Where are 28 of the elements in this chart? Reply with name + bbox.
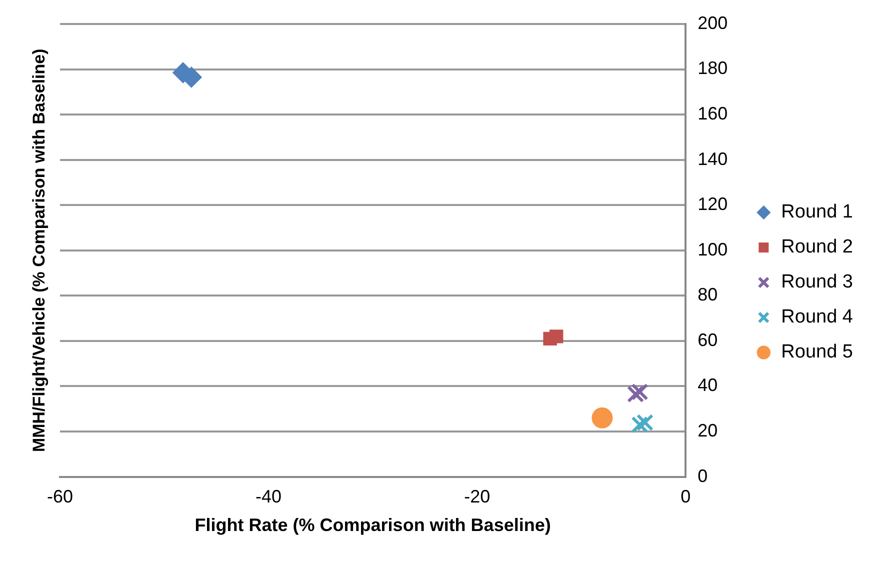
x-tick-label: -20: [464, 486, 490, 507]
y-tick-label: 80: [698, 284, 718, 305]
point: [592, 407, 613, 428]
y-tick-label: 100: [698, 239, 728, 260]
y-tick-label: 140: [698, 148, 728, 169]
legend-label: Round 3: [781, 272, 854, 293]
point: [636, 414, 654, 432]
x-axis-title: Flight Rate (% Comparison with Baseline): [194, 515, 551, 536]
y-tick-label: 60: [698, 330, 718, 350]
x-tick-label: -40: [256, 486, 282, 507]
x-tick-label: -60: [46, 486, 74, 507]
point: [631, 416, 648, 434]
legend-label: Round 2: [781, 236, 854, 258]
y-tick-label: 160: [698, 104, 728, 124]
y-tick-label: 0: [698, 466, 708, 486]
y-tick-label: 200: [698, 12, 728, 33]
y-axis-title: MMH/Flight/Vehicle (% Comparison with Baseline): [30, 48, 49, 452]
legend-label: Round 5: [781, 342, 854, 363]
y-tick-label: 120: [698, 194, 728, 214]
y-tick-label: 180: [698, 58, 728, 78]
x-tick-label: 0: [680, 486, 691, 507]
y-tick-label: 40: [698, 375, 718, 396]
y-tick-label: 20: [698, 420, 718, 440]
point: [627, 386, 644, 403]
legend-label: Round 4: [781, 306, 854, 328]
legend-label: Round 1: [781, 202, 854, 223]
point: [549, 330, 564, 344]
point: [631, 383, 648, 400]
